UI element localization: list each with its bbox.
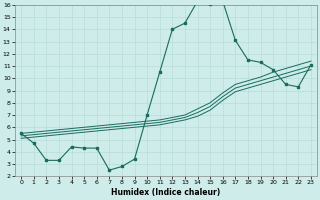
X-axis label: Humidex (Indice chaleur): Humidex (Indice chaleur) bbox=[111, 188, 221, 197]
